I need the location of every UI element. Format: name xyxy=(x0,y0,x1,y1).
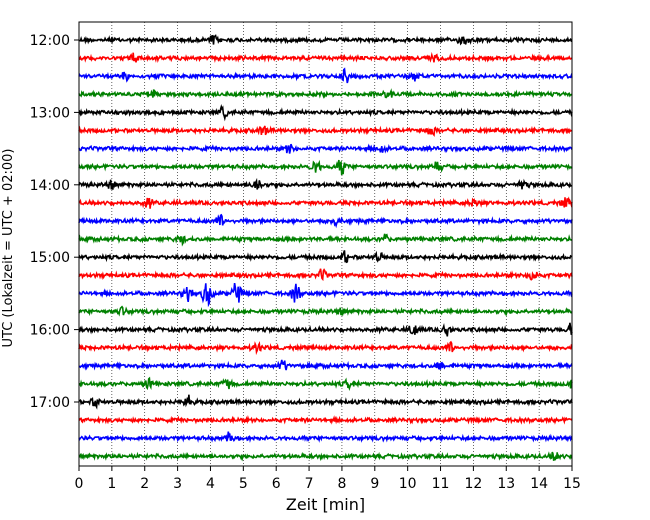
x-tick: 9 xyxy=(370,466,379,492)
x-tick: 6 xyxy=(272,466,281,492)
trace-row-1545 xyxy=(78,305,573,317)
trace-row-1630 xyxy=(78,359,573,371)
trace-row-1645 xyxy=(78,376,573,391)
x-tick-label: 5 xyxy=(239,476,248,492)
y-tick-label: 14:00 xyxy=(30,178,70,194)
y-axis-ticks: 12:00 13:00 14:00 15:00 16:00 17:00 xyxy=(30,33,79,411)
trace-row-1715 xyxy=(78,415,573,425)
x-tick: 15 xyxy=(563,466,581,492)
y-tick-label: 12:00 xyxy=(30,33,70,49)
trace-row-1745 xyxy=(78,451,573,462)
trace-row-1400 xyxy=(78,177,573,190)
y-tick-label: 17:00 xyxy=(30,395,70,411)
x-tick-label: 13 xyxy=(497,476,515,492)
y-tick: 15:00 xyxy=(30,250,79,266)
y-tick-label: 13:00 xyxy=(30,105,70,121)
x-tick: 11 xyxy=(432,466,450,492)
x-tick-label: 6 xyxy=(272,476,281,492)
x-tick: 8 xyxy=(337,466,346,492)
x-tick: 4 xyxy=(206,466,215,492)
trace-row-1230 xyxy=(78,67,573,84)
y-axis-label: UTC (Lokalzeit = UTC + 02:00) xyxy=(1,149,16,348)
trace-row-1600 xyxy=(78,322,573,337)
x-tick-label: 1 xyxy=(107,476,116,492)
trace-row-1430 xyxy=(78,213,573,229)
x-tick-label: 3 xyxy=(173,476,182,492)
x-tick: 3 xyxy=(173,466,182,492)
x-tick-label: 9 xyxy=(370,476,379,492)
x-tick-label: 2 xyxy=(140,476,149,492)
trace-row-1300 xyxy=(78,104,573,122)
trace-row-1330 xyxy=(78,143,573,154)
x-tick-label: 8 xyxy=(337,476,346,492)
trace-row-1200 xyxy=(78,34,573,46)
y-tick: 17:00 xyxy=(30,395,79,411)
x-axis-label: Zeit [min] xyxy=(286,495,365,514)
x-tick-label: 4 xyxy=(206,476,215,492)
trace-row-1615 xyxy=(78,340,573,356)
x-tick: 10 xyxy=(399,466,417,492)
x-tick-label: 10 xyxy=(399,476,417,492)
y-tick: 13:00 xyxy=(30,105,79,121)
x-tick: 2 xyxy=(140,466,149,492)
x-tick: 1 xyxy=(107,466,116,492)
minute-grid xyxy=(111,22,540,466)
y-tick-label: 16:00 xyxy=(30,323,70,339)
trace-row-1500 xyxy=(78,250,573,264)
trace-row-1445 xyxy=(78,233,573,247)
y-tick: 14:00 xyxy=(30,178,79,194)
x-tick-label: 15 xyxy=(563,476,581,492)
x-tick-label: 12 xyxy=(464,476,482,492)
trace-row-1530 xyxy=(78,282,573,308)
seismic-traces xyxy=(78,34,573,462)
x-tick-label: 11 xyxy=(432,476,450,492)
x-tick-label: 7 xyxy=(305,476,314,492)
trace-row-1515 xyxy=(78,268,573,282)
trace-row-1730 xyxy=(78,431,573,443)
trace-row-1700 xyxy=(78,394,573,410)
x-tick: 12 xyxy=(464,466,482,492)
x-tick: 13 xyxy=(497,466,515,492)
trace-row-1345 xyxy=(78,159,573,176)
trace-row-1315 xyxy=(78,125,573,138)
x-tick-label: 0 xyxy=(75,476,84,492)
trace-row-1215 xyxy=(78,51,573,64)
x-tick: 5 xyxy=(239,466,248,492)
trace-row-1415 xyxy=(78,196,573,209)
x-tick-label: 14 xyxy=(530,476,548,492)
trace-row-1245 xyxy=(78,88,573,100)
x-tick: 14 xyxy=(530,466,548,492)
x-tick: 0 xyxy=(75,466,84,492)
x-axis-ticks: 0 1 2 3 4 5 6 7 8 9 10 11 12 13 14 15 xyxy=(75,466,581,492)
x-tick: 7 xyxy=(305,466,314,492)
y-tick: 12:00 xyxy=(30,33,79,49)
plot-frame xyxy=(78,21,573,467)
y-tick-label: 15:00 xyxy=(30,250,70,266)
y-tick: 16:00 xyxy=(30,323,79,339)
